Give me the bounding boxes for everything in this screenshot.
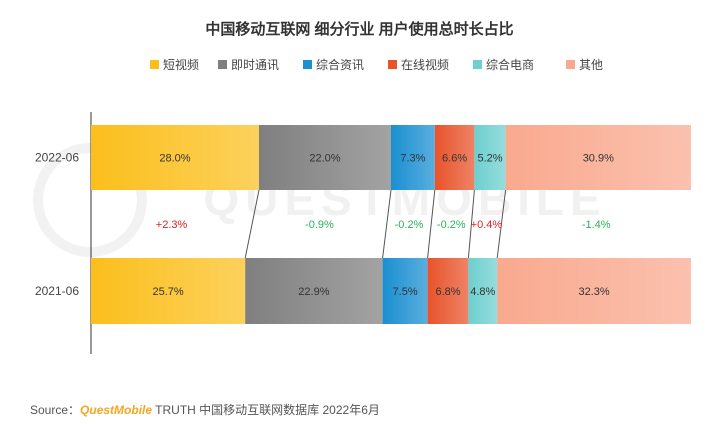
legend-label: 短视频: [163, 58, 200, 72]
connector-line: [467, 189, 475, 259]
data-label: 28.0%: [159, 153, 190, 165]
bar-segment: [245, 258, 383, 324]
source-text: TRUTH 中国移动互联网数据库 2022年6月: [155, 403, 380, 417]
bar-segment: [391, 125, 435, 190]
change-label: -0.9%: [305, 219, 334, 231]
change-label: -0.2%: [437, 219, 466, 231]
data-label: 32.3%: [578, 286, 609, 298]
legend-swatch: [303, 60, 312, 70]
bar-segment: [434, 125, 475, 190]
bar-segment: [382, 258, 428, 324]
legend-item: 短视频: [150, 56, 199, 73]
bar-segment: [474, 125, 506, 190]
legend-label: 综合电商: [486, 58, 535, 72]
legend-label: 综合资讯: [316, 58, 365, 72]
category-label: 2022-06: [35, 151, 79, 165]
bar-segment: [505, 125, 691, 190]
watermark-logo: [33, 143, 147, 257]
source-prefix: Source：: [30, 403, 81, 417]
connector-line: [244, 189, 260, 259]
legend-swatch: [473, 60, 482, 70]
legend: 短视频 即时通讯 综合资讯 在线视频 综合电商 其他: [0, 56, 719, 72]
legend-item: 即时通讯: [218, 56, 279, 73]
legend-item: 其他: [566, 56, 603, 73]
connector-line: [496, 189, 507, 259]
source-brand: QuestMobile: [80, 403, 153, 417]
legend-item: 综合电商: [473, 56, 534, 73]
legend-label: 在线视频: [401, 58, 450, 72]
change-label: -1.4%: [582, 219, 611, 231]
bar-segment: [497, 258, 691, 324]
bar-segment: [427, 258, 469, 324]
data-label: 5.2%: [477, 153, 502, 165]
bar-segment: [468, 258, 498, 324]
category-label: 2021-06: [35, 284, 79, 298]
data-label: 22.9%: [298, 286, 329, 298]
legend-item: 综合资讯: [303, 56, 364, 73]
data-label: 4.8%: [470, 286, 495, 298]
legend-item: 在线视频: [388, 56, 449, 73]
bar-segment: [91, 125, 259, 190]
data-label: 30.9%: [583, 153, 614, 165]
bar-segment: [259, 125, 391, 190]
connector-line: [382, 189, 392, 259]
source-note: Source：QuestMobile TRUTH 中国移动互联网数据库 2022…: [30, 401, 380, 418]
legend-label: 其他: [579, 58, 604, 72]
chart-title: 中国移动互联网 细分行业 用户使用总时长占比: [205, 21, 514, 38]
legend-swatch: [218, 60, 227, 70]
legend-label: 即时通讯: [231, 58, 280, 72]
data-label: 22.0%: [309, 153, 340, 165]
connector-line: [427, 189, 436, 259]
data-label: 6.8%: [435, 286, 460, 298]
bar-segment: [91, 258, 246, 324]
data-label: 7.3%: [400, 153, 425, 165]
legend-swatch: [150, 60, 159, 70]
change-label: +0.4%: [471, 219, 503, 231]
change-label: +2.3%: [156, 219, 188, 231]
data-label: 25.7%: [152, 286, 183, 298]
data-label: 7.5%: [393, 286, 418, 298]
legend-swatch: [566, 60, 575, 70]
legend-swatch: [388, 60, 397, 70]
data-label: 6.6%: [442, 153, 467, 165]
change-label: -0.2%: [395, 219, 424, 231]
